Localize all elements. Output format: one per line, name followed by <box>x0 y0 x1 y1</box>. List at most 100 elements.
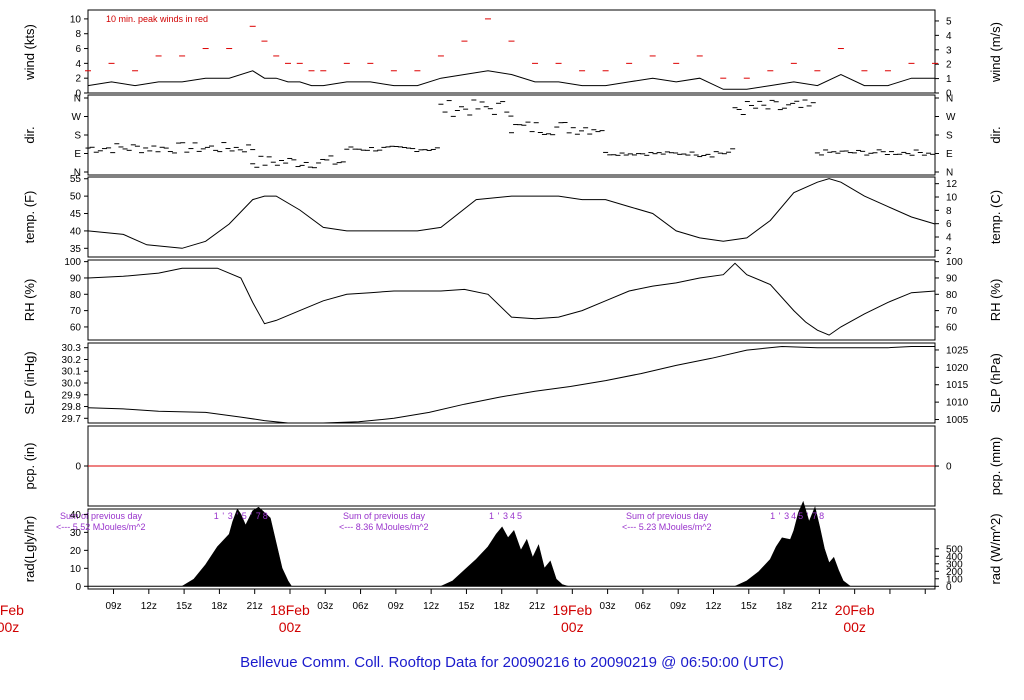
rad-hour-mark: 5 <box>517 511 522 521</box>
dir-left-label: dir. <box>22 126 37 143</box>
wind-peak-note: 10 min. peak winds in red <box>106 14 208 24</box>
slp-left-tick-label: 30.0 <box>62 379 82 390</box>
rad-hour-mark: 8 <box>263 511 268 521</box>
rad-left-tick-label: 0 <box>75 582 81 593</box>
slp-panel <box>87 342 936 424</box>
rad-hour-mark: 7 <box>256 511 261 521</box>
dir-left-tick-label: N <box>74 168 81 179</box>
pcp-right-tick-label: 0 <box>946 462 952 473</box>
wind-left-tick-label: 0 <box>75 89 81 100</box>
pcp-left-label: pcp. (in) <box>22 443 37 490</box>
x-tick-label: 15z <box>741 601 757 612</box>
x-tick-label: 06z <box>635 601 651 612</box>
wind-left-tick-label: 4 <box>75 59 81 70</box>
rad-right-tick-label: 0 <box>946 582 952 593</box>
x-tick-label: 09z <box>105 601 121 612</box>
wind-right-tick-label: 1 <box>946 74 952 85</box>
rad-hour-mark: 5 <box>798 511 803 521</box>
x-tick-label: 03z <box>317 601 333 612</box>
rad-right-tick-label: 400 <box>946 552 963 563</box>
wind-left-tick-label: 8 <box>75 29 81 40</box>
rad-left-tick-label: 40 <box>70 510 82 521</box>
rh-left-tick-label: 90 <box>70 273 82 284</box>
tick-layer: 0246810012345354045505524681012607080901… <box>0 14 969 635</box>
wind-right-tick-label: 2 <box>946 60 952 71</box>
slp-line <box>87 345 935 424</box>
slp-left-tick-label: 29.8 <box>62 402 82 413</box>
x-tick-label: 09z <box>388 601 404 612</box>
dir-left-tick-label: N <box>74 94 81 105</box>
slp-right-tick-label: 1005 <box>946 415 969 426</box>
wind-right-tick-label: 4 <box>946 31 952 42</box>
rad-right-label: rad (W/m^2) <box>988 513 1003 584</box>
wind-right-tick-label: 0 <box>946 89 952 100</box>
dir-right-tick-label: E <box>946 149 953 160</box>
rh-left-tick-label: 80 <box>70 290 82 301</box>
rad-hour-mark: 4 <box>791 511 796 521</box>
x-tick-label: 12z <box>705 601 721 612</box>
dir-right-tick-label: N <box>946 94 953 105</box>
rad-sum-3-line2: <--- 5.23 MJoules/m^2 <box>622 522 712 532</box>
x-tick-label: 21z <box>247 601 263 612</box>
temp-right-tick-label: 6 <box>946 219 952 230</box>
temp-left-tick-label: 55 <box>70 174 82 185</box>
x-tick-label: 21z <box>811 601 827 612</box>
rad-hour-mark: ' <box>498 511 500 521</box>
dir-left-tick-label: W <box>72 112 82 123</box>
wind-right-label: wind (m/s) <box>988 22 1003 83</box>
day-label-hour: 00z <box>843 619 866 635</box>
rh-left-label: RH (%) <box>22 279 37 322</box>
rh-right-tick-label: 80 <box>946 290 958 301</box>
rh-right-label: RH (%) <box>988 279 1003 322</box>
rh-left-tick-label: 60 <box>70 322 82 333</box>
rh-right-tick-label: 60 <box>946 322 958 333</box>
temp-right-label: temp. (C) <box>988 190 1003 244</box>
temp-line <box>87 178 936 249</box>
x-tick-label: 09z <box>670 601 686 612</box>
x-tick-label: 18z <box>211 601 227 612</box>
dir-right-label: dir. <box>988 126 1003 143</box>
slp-right-label: SLP (hPa) <box>988 353 1003 413</box>
temp-panel <box>87 176 936 258</box>
rad-right-tick-label: 500 <box>946 544 963 555</box>
slp-left-tick-label: 30.3 <box>62 343 82 354</box>
rad-sum-1-line2: <--- 5.52 MJoules/m^2 <box>56 522 146 532</box>
wind-left-label: wind (kts) <box>22 24 37 81</box>
rad-right-tick-label: 200 <box>946 567 963 578</box>
rad-sum-3-line1: Sum of previous day <box>626 511 709 521</box>
rad-left-tick-label: 10 <box>70 564 82 575</box>
rh-right-tick-label: 70 <box>946 306 958 317</box>
rad-hour-mark: 7 <box>812 511 817 521</box>
rh-left-tick-label: 100 <box>64 257 81 268</box>
rad-left-tick-label: 30 <box>70 528 82 539</box>
day-label-date: 18Feb <box>270 602 310 618</box>
day-label-hour: 00z <box>561 619 584 635</box>
x-tick-label: 18z <box>494 601 510 612</box>
x-tick-label: 15z <box>176 601 192 612</box>
rad-hour-mark: ' <box>222 511 224 521</box>
rad-left-tick-label: 20 <box>70 546 82 557</box>
slp-left-tick-label: 30.2 <box>62 355 82 366</box>
rh-right-tick-label: 100 <box>946 257 963 268</box>
pcp-left-tick-label: 0 <box>75 462 81 473</box>
figure-title: Bellevue Comm. Coll. Rooftop Data for 20… <box>240 654 784 671</box>
dir-left-tick-label: E <box>74 149 81 160</box>
temp-left-tick-label: 50 <box>70 192 82 203</box>
slp-left-tick-label: 29.7 <box>62 414 82 425</box>
wind-right-tick-label: 5 <box>946 16 952 27</box>
data-layer: 1 ' 3 ' 5 ' 7 8 1 ' 3 4 5 1 ' 3 4 5 ' 7 8 <box>85 18 938 587</box>
rad-right-tick-label: 100 <box>946 574 963 585</box>
rad-hour-mark: ' <box>779 511 781 521</box>
slp-left-tick-label: 29.9 <box>62 390 82 401</box>
rh-right-tick-label: 90 <box>946 273 958 284</box>
wind-left-tick-label: 6 <box>75 44 81 55</box>
temp-right-tick-label: 12 <box>946 179 958 190</box>
rad-hour-mark: 1 <box>770 511 775 521</box>
rad-right-tick-label: 300 <box>946 559 963 570</box>
wind-speed-line <box>87 70 935 90</box>
dir-right-tick-label: W <box>946 112 956 123</box>
x-tick-label: 21z <box>529 601 545 612</box>
slp-right-tick-label: 1015 <box>946 380 969 391</box>
slp-right-tick-label: 1010 <box>946 398 969 409</box>
rad-hour-mark: 5 <box>242 511 247 521</box>
